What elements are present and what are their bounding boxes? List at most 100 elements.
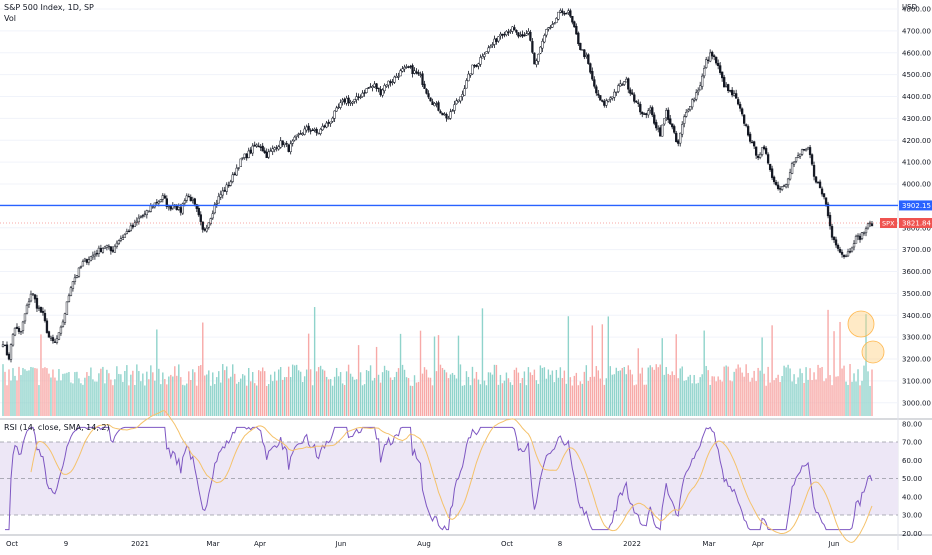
- candle-body: [309, 130, 312, 132]
- volume-bar: [122, 381, 124, 416]
- last-price-tag: [899, 217, 932, 228]
- candle-body: [784, 184, 788, 188]
- volume-bar: [212, 372, 214, 416]
- volume-bar: [14, 375, 16, 416]
- level-price-label: 3902.15: [902, 202, 931, 210]
- candle-body: [567, 10, 570, 13]
- volume-bar: [50, 377, 52, 416]
- rsi-legend: RSI (14, close, SMA, 14, 2): [4, 423, 110, 432]
- candle-body: [786, 178, 790, 186]
- highlight-circle: [861, 340, 885, 364]
- candle-body: [23, 313, 27, 322]
- candle-body: [770, 168, 774, 178]
- candle-body: [315, 128, 318, 133]
- candle-body: [361, 92, 364, 97]
- candle-body: [135, 220, 138, 223]
- overlay-layer: [0, 204, 898, 364]
- volume-bar: [148, 379, 150, 416]
- candle-body: [371, 86, 374, 89]
- candle-body: [639, 104, 642, 113]
- volume-bar: [699, 377, 701, 416]
- volume-bar: [246, 385, 248, 416]
- candle-body: [105, 245, 109, 248]
- volume-bar: [46, 368, 48, 416]
- candle-body: [267, 151, 270, 158]
- rsi-ma-line: [30, 410, 873, 543]
- volume-bar: [677, 378, 679, 416]
- volume-bar: [120, 374, 122, 416]
- candle-body: [15, 326, 19, 329]
- volume-bar: [799, 368, 801, 416]
- candle-body: [433, 103, 436, 107]
- volume-bar: [395, 371, 398, 416]
- volume-bar: [238, 381, 240, 416]
- candle-body: [211, 213, 214, 219]
- candle-body: [800, 149, 804, 155]
- volume-bar: [393, 377, 396, 416]
- volume-bar: [735, 368, 737, 416]
- candle-body: [35, 298, 39, 309]
- candle-body: [419, 74, 422, 76]
- volume-bar: [649, 365, 651, 416]
- volume-bar: [373, 377, 376, 416]
- volume-bar: [783, 365, 785, 416]
- volume-bar: [158, 368, 160, 416]
- volume-bar: [128, 385, 130, 416]
- volume-bar: [357, 345, 360, 416]
- volume-bar: [617, 370, 619, 416]
- volume-bar: [142, 373, 144, 416]
- volume-bar: [653, 369, 655, 416]
- candle-body: [746, 126, 750, 136]
- candle-body: [750, 141, 754, 144]
- volume-bar: [24, 369, 26, 416]
- candle-body: [754, 146, 758, 156]
- price-tick-label: 3500.00: [902, 290, 931, 298]
- volume-bar: [331, 385, 334, 416]
- candle-body: [860, 232, 864, 239]
- volume-bar: [405, 377, 408, 416]
- candle-body: [193, 198, 196, 205]
- volume-bar: [869, 385, 871, 416]
- candle-body: [337, 106, 340, 109]
- volume-layer: [2, 307, 873, 416]
- candle-body: [127, 230, 131, 233]
- volume-bar: [781, 376, 783, 416]
- volume-bar: [423, 367, 426, 416]
- volume-bar: [513, 369, 516, 416]
- candle-body: [485, 51, 488, 54]
- volume-bar: [80, 383, 82, 416]
- volume-bar: [190, 380, 192, 416]
- volume-bar: [673, 375, 675, 416]
- volume-bar: [172, 376, 174, 416]
- volume-bar: [643, 384, 645, 416]
- rsi-tick-label: 80.00: [902, 420, 922, 428]
- candle-body: [369, 86, 372, 88]
- volume-bar: [469, 385, 472, 416]
- candle-body: [601, 100, 604, 102]
- candle-body: [277, 146, 280, 150]
- volume-bar: [415, 382, 418, 416]
- volume-bar: [761, 337, 763, 416]
- volume-bar: [285, 377, 288, 416]
- highlight-circle: [847, 310, 875, 338]
- candle-body: [517, 32, 520, 37]
- candle-body: [303, 128, 306, 135]
- volume-bar: [633, 385, 635, 416]
- candle-body: [225, 184, 228, 192]
- candle-body: [205, 227, 208, 232]
- candle-body: [808, 147, 812, 155]
- candle-body: [209, 218, 212, 225]
- candle-body: [275, 147, 278, 149]
- time-tick-label: Apr: [752, 540, 764, 548]
- candle-body: [119, 238, 123, 241]
- volume-bar: [166, 384, 168, 416]
- candle-body: [283, 142, 286, 145]
- candle-body: [523, 34, 526, 37]
- volume-bar: [847, 384, 849, 416]
- candle-body: [111, 249, 115, 252]
- candle-body: [756, 155, 760, 158]
- candle-body: [820, 188, 824, 195]
- volume-bar: [194, 372, 196, 416]
